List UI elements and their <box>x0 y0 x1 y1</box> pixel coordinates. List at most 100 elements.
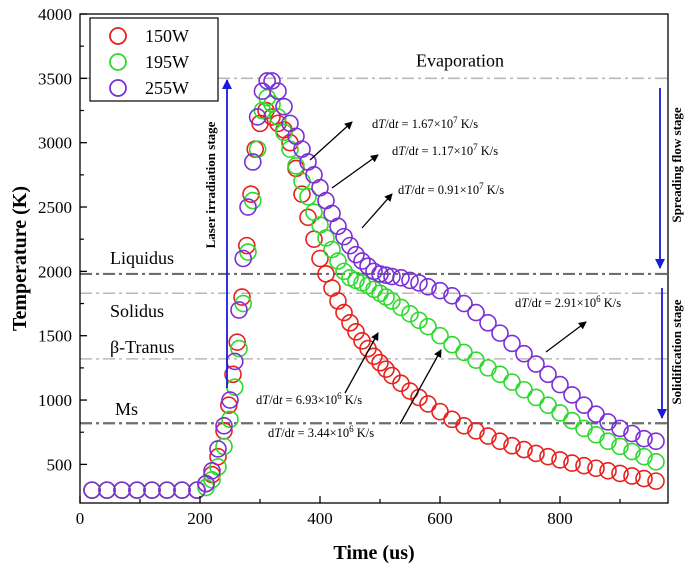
data-point <box>263 72 281 90</box>
data-point <box>431 281 449 300</box>
x-axis-title: Time (us) <box>333 542 414 564</box>
data-point <box>635 429 653 448</box>
data-point <box>515 344 533 363</box>
data-point <box>551 404 569 422</box>
data-point <box>587 405 605 424</box>
data-point <box>263 108 281 126</box>
data-point <box>238 236 256 255</box>
data-point <box>647 432 665 451</box>
series-255W <box>83 72 665 499</box>
legend: 150W 195W 255W <box>89 17 219 102</box>
data-point <box>401 305 419 323</box>
data-point <box>551 451 569 469</box>
stage-labels: Laser irradiation stage Spreading flow st… <box>203 79 684 419</box>
data-point <box>98 481 116 499</box>
stage-label: Laser irradiation stage <box>203 121 218 248</box>
x-tick-label: 0 <box>76 509 85 528</box>
data-point <box>611 419 629 438</box>
data-point <box>419 278 437 296</box>
data-point <box>635 447 653 466</box>
data-point <box>479 359 497 377</box>
data-point <box>575 456 593 475</box>
data-point <box>515 380 533 399</box>
data-point <box>244 191 262 210</box>
stage-label: Solidification stage <box>669 299 684 404</box>
annotation-arrow <box>331 154 379 189</box>
data-point <box>248 140 267 158</box>
legend-marker <box>109 27 127 45</box>
legend-marker <box>109 53 127 71</box>
data-point <box>248 108 267 126</box>
data-point <box>503 373 521 391</box>
stage-label: Spreading flow stage <box>669 107 684 223</box>
x-tick-label: 600 <box>427 509 453 528</box>
data-point <box>401 271 419 290</box>
data-point <box>623 424 641 443</box>
rate-annotation: dT/dt = 0.91×107 K/s <box>398 181 504 197</box>
plot-frame <box>79 13 669 504</box>
data-point <box>503 334 521 353</box>
y-tick-label: 2500 <box>38 198 72 217</box>
data-point <box>228 333 246 351</box>
rate-annotations: dT/dt = 1.67×107 K/s dT/dt = 1.17×107 K/s… <box>256 115 621 440</box>
data-point <box>244 153 262 171</box>
data-point <box>253 101 272 120</box>
data-point <box>443 335 461 354</box>
data-point <box>503 436 521 455</box>
reference-line-label: Evaporation <box>416 50 504 70</box>
data-point <box>515 440 533 459</box>
data-point <box>647 453 665 471</box>
data-point <box>599 432 617 451</box>
data-point <box>599 462 617 480</box>
data-point <box>230 301 248 319</box>
annotation-arrow <box>344 332 379 394</box>
data-point <box>224 365 242 384</box>
data-point <box>479 314 497 332</box>
data-point <box>173 481 191 499</box>
data-point <box>455 294 473 313</box>
data-point <box>419 317 437 336</box>
data-point <box>158 481 176 499</box>
legend-label: 255W <box>145 78 189 98</box>
data-point <box>353 252 371 270</box>
data-point <box>491 324 509 342</box>
rate-annotation: dT/dt = 3.44×106 K/s <box>268 424 374 440</box>
data-point <box>335 303 353 322</box>
reference-line-label: β-Tranus <box>110 337 175 357</box>
data-point <box>317 229 335 247</box>
data-point <box>239 198 257 216</box>
data-point <box>563 386 581 404</box>
data-point <box>371 353 389 372</box>
data-point <box>341 314 359 332</box>
data-point <box>539 396 557 415</box>
data-point <box>323 240 341 259</box>
data-point <box>113 481 131 499</box>
data-point <box>143 481 161 499</box>
y-tick-label: 1500 <box>38 327 72 346</box>
axis-ticks: 0 200 400 600 800 500 1000 1500 2000 2500 3000 3500… <box>38 5 621 528</box>
data-point <box>455 416 473 435</box>
data-point <box>365 280 383 299</box>
data-point <box>258 72 277 90</box>
data-point <box>611 437 629 456</box>
data-point <box>467 303 485 322</box>
data-point <box>341 236 359 255</box>
data-point <box>365 347 383 366</box>
data-point <box>215 416 233 435</box>
data-point <box>575 419 593 438</box>
data-point <box>647 472 665 490</box>
reference-line-label: Liquidus <box>110 248 174 268</box>
y-tick-label: 4000 <box>38 5 72 24</box>
y-tick-label: 3500 <box>38 69 72 88</box>
data-point <box>527 355 545 373</box>
data-point <box>392 298 410 317</box>
data-point <box>563 411 581 430</box>
data-point <box>269 114 287 133</box>
annotation-arrow <box>399 349 442 425</box>
data-point <box>527 388 545 407</box>
reference-lines: Evaporation Liquidus Solidus β-Tranus Ms <box>80 50 668 425</box>
data-point <box>329 252 347 270</box>
data-point <box>234 249 252 268</box>
annotation-arrow <box>309 121 353 161</box>
data-point <box>527 444 545 463</box>
